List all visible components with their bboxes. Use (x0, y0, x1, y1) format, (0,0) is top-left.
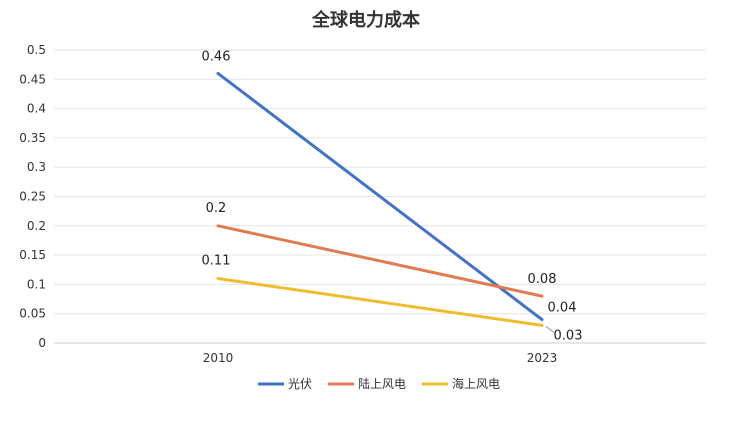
y-tick-label: 0.25 (19, 190, 46, 204)
series-line-2 (216, 224, 544, 298)
series-line-1 (216, 71, 544, 322)
data-label: 0.08 (528, 272, 557, 287)
data-label: 0.11 (202, 254, 231, 269)
data-label: 0.46 (202, 49, 231, 64)
y-tick-label: 0.4 (27, 102, 46, 116)
series-line-3 (216, 277, 544, 327)
legend-label: 陆上风电 (358, 376, 406, 391)
series-lines (216, 71, 544, 327)
x-tick-label: 2010 (203, 351, 234, 365)
y-tick-label: 0.15 (19, 248, 46, 262)
y-tick-label: 0.5 (27, 43, 46, 57)
legend-label: 光伏 (288, 377, 312, 391)
y-axis-ticks: 0 0.05 0.1 0.15 0.2 0.25 0.3 0.35 0.4 0.45 0.5 (19, 43, 46, 350)
y-tick-label: 0.35 (19, 131, 46, 145)
y-tick-label: 0.45 (19, 72, 46, 86)
data-label: 0.03 (554, 328, 583, 343)
y-tick-label: 0.3 (27, 160, 46, 174)
data-label: 0.04 (548, 301, 577, 316)
data-label: 0.2 (206, 201, 227, 216)
y-tick-label: 0.2 (27, 219, 46, 233)
x-tick-label: 2023 (527, 351, 558, 365)
y-tick-label: 0.05 (19, 307, 46, 321)
y-tick-label: 0 (38, 336, 46, 350)
legend: 光伏 陆上风电 海上风电 (258, 376, 500, 391)
legend-label: 海上风电 (452, 376, 500, 391)
x-axis-ticks: 2010 2023 (203, 351, 558, 365)
data-label-leader (545, 326, 555, 333)
y-tick-label: 0.1 (27, 277, 46, 291)
chart-title: 全球电力成本 (311, 9, 420, 31)
data-labels: 0.46 0.04 0.2 0.08 0.11 0.03 (202, 49, 583, 343)
